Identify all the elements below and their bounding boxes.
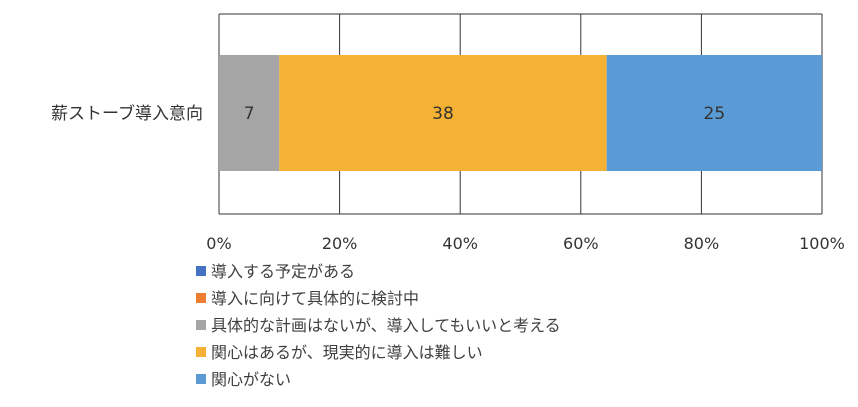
bar-data-label: 25 (704, 104, 726, 124)
legend-label: 具体的な計画はないが、導入してもいいと考える (211, 316, 561, 335)
legend-swatch (196, 293, 206, 303)
legend-label: 導入する予定がある (211, 262, 355, 281)
x-tick-label: 40% (442, 234, 478, 253)
legend-swatch (196, 347, 206, 357)
legend-label: 関心はあるが、現実的に導入は難しい (211, 343, 483, 362)
x-ticks: 0% 20% 40% 60% 80% 100% (206, 234, 845, 253)
category-label: 薪ストーブ導入意向 (51, 103, 203, 124)
x-tick-label: 80% (684, 234, 720, 253)
bars (219, 55, 822, 171)
legend-label: 導入に向けて具体的に検討中 (211, 289, 419, 308)
x-tick-label: 60% (563, 234, 599, 253)
category-labels: 薪ストーブ導入意向 (51, 103, 203, 124)
legend: 導入する予定がある導入に向けて具体的に検討中具体的な計画はないが、導入してもいい… (196, 262, 561, 389)
x-tick-label: 0% (206, 234, 231, 253)
legend-swatch (196, 320, 206, 330)
x-tick-label: 20% (322, 234, 358, 253)
x-tick-label: 100% (799, 234, 845, 253)
legend-swatch (196, 374, 206, 384)
bar-segment (219, 55, 280, 171)
legend-label: 関心がない (211, 370, 291, 389)
bar-segment (606, 55, 822, 171)
bar-labels: 7 38 25 (244, 104, 725, 124)
plot-frame (219, 13, 822, 215)
bar-data-label: 7 (244, 104, 255, 124)
bar-segment (279, 55, 607, 171)
bar-data-label: 38 (432, 104, 454, 124)
legend-swatch (196, 266, 206, 276)
